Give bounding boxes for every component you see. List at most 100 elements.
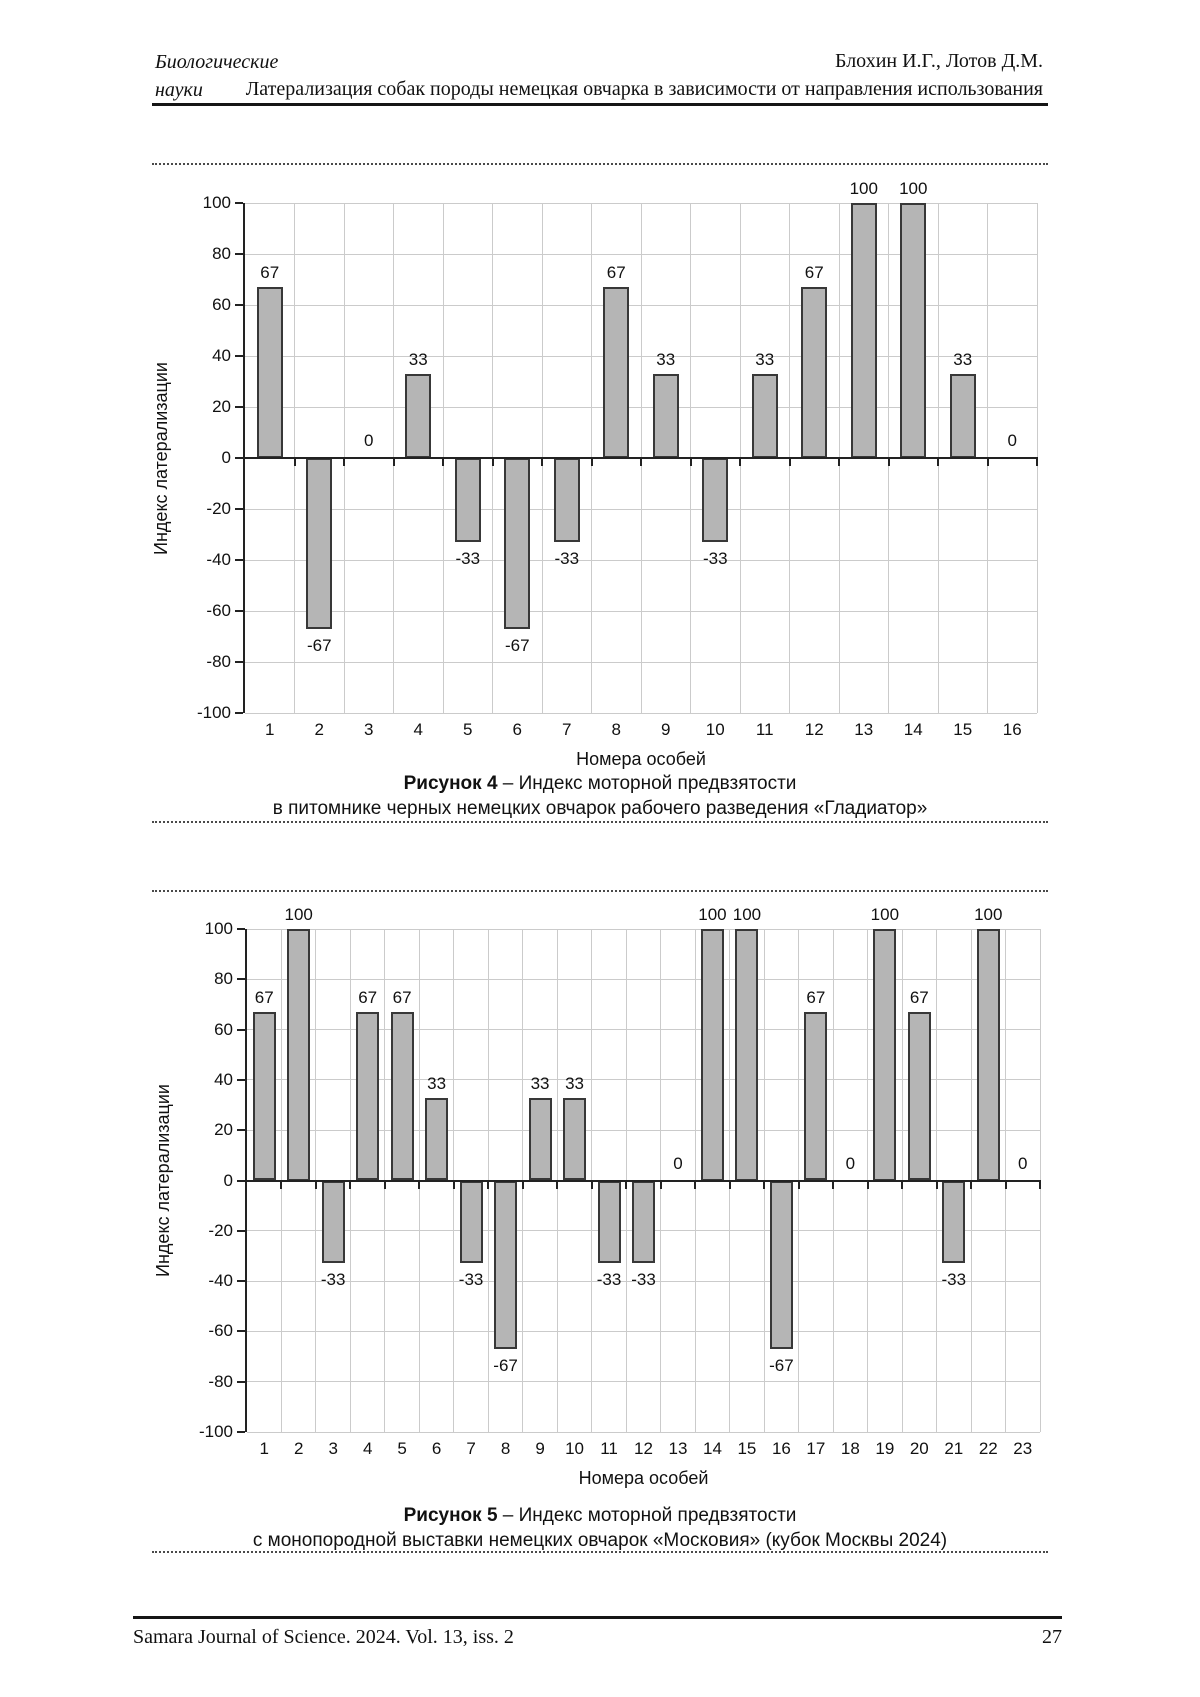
zero-axis-tick [491,457,494,466]
x-tick-label: 2 [314,720,324,739]
bar-value-label: 0 [1007,431,1017,450]
y-axis-title: Индекс латерализации [149,203,173,713]
bar-value-label: 33 [427,1073,447,1093]
y-axis-title-text: Индекс латерализации [150,361,171,555]
y-tick-label: 100 [204,919,233,938]
zero-axis-line [247,1179,1040,1182]
gridline [247,1431,1040,1433]
x-axis-title: Номера особей [576,749,706,769]
bar-individual-12 [801,287,828,458]
gridline [247,1280,1040,1282]
bar-value-label: 67 [392,987,412,1007]
x-tick-label: 14 [702,1439,722,1458]
bar-individual-7 [553,458,580,543]
header-rule [152,103,1048,106]
section-rubric: Биологические науки [155,48,278,104]
zero-axis-tick [970,1179,973,1189]
y-axis-tick [237,1330,245,1333]
gridline [247,1381,1040,1383]
y-axis-tick [237,1229,245,1232]
y-axis-tick [235,406,243,408]
zero-axis-tick [1039,1179,1041,1189]
bar-value-label: 33 [953,349,973,369]
bar-individual-6 [504,458,531,629]
bar-value-label: 67 [254,987,274,1007]
zero-axis-tick [418,1179,421,1189]
bar-individual-4 [356,1011,380,1181]
bar-value-label: 67 [606,263,626,283]
gridline [247,978,1040,980]
bar-value-label: -33 [702,549,728,569]
x-tick-label: 18 [840,1439,860,1458]
zero-axis-tick [521,1179,524,1189]
bar-value-label: 33 [530,1073,550,1093]
bar-individual-1 [252,1011,276,1181]
bar-value-label: 67 [806,987,826,1007]
bar-individual-7 [459,1180,483,1264]
bar-value-label: 0 [364,431,374,450]
dotted-separator [152,163,1048,165]
zero-axis-tick [625,1179,628,1189]
footer-journal-line: Samara Journal of Science. 2024. Vol. 13… [133,1626,514,1648]
y-axis-tick [237,1380,245,1383]
y-axis-tick [235,508,243,510]
x-tick-label: 8 [611,720,621,739]
bar-individual-8 [494,1180,518,1349]
y-axis-tick [235,661,243,663]
x-axis-title: Номера особей [578,1468,709,1488]
bar-value-label: 100 [849,179,878,198]
zero-axis-tick [541,457,543,466]
bar-value-label: 33 [408,349,428,369]
zero-axis-tick [739,457,741,466]
figure-4-bar-chart: -100 -80 -60 -40 -20 0 20 40 60 80 100 67 1 -67 2 0 3 33 4… [151,179,1038,769]
x-tick-label: 4 [362,1439,373,1458]
zero-axis-tick [763,1179,766,1189]
authors: Блохин И.Г., Лотов Д.М. [834,50,1043,72]
x-tick-label: 13 [854,720,874,739]
zero-axis-tick [640,457,642,466]
y-axis-tick [235,610,243,612]
bar-individual-2 [287,929,311,1181]
bar-individual-15 [735,929,759,1181]
x-tick-label: 2 [293,1439,304,1458]
gridline [247,1330,1040,1332]
bar-individual-10 [563,1097,587,1181]
zero-axis-tick [986,457,989,466]
bar-individual-22 [976,929,1000,1181]
bar-value-label: 67 [358,987,378,1007]
gridline [247,1129,1040,1131]
x-tick-label: 23 [1013,1439,1033,1458]
y-tick-label: -20 [206,499,231,518]
x-tick-label: 17 [806,1439,826,1458]
dotted-separator [152,890,1048,892]
zero-axis-tick [392,457,395,466]
zero-axis-tick [901,1179,904,1189]
y-axis-line [245,929,247,1432]
y-tick-label: 20 [214,1120,233,1140]
bar-value-label: -67 [493,1356,518,1375]
figure-4-label: Рисунок 4 [403,773,498,794]
y-axis-title: Индекс латерализации [151,929,175,1432]
article-title: Латерализация собак породы немецкая овча… [245,78,1043,100]
bar-individual-21 [942,1180,966,1264]
bar-individual-1 [256,287,283,458]
y-axis-title-text: Индекс латерализации [152,1084,173,1277]
bar-value-label: 0 [845,1153,856,1173]
zero-axis-tick [659,1179,662,1189]
zero-axis-tick [293,457,296,466]
x-tick-label: 5 [463,720,473,739]
bar-value-label: 100 [698,905,727,924]
zero-axis-tick [590,457,593,466]
x-tick-label: 21 [944,1439,964,1458]
x-tick-label: 12 [634,1439,653,1458]
y-tick-label: 60 [212,295,231,314]
y-tick-label: -60 [208,1321,233,1341]
figure-5-caption-line2: с монопородной выставки немецких овчарок… [252,1530,948,1551]
bar-individual-13 [850,203,877,458]
zero-axis-tick [832,1179,835,1189]
bar-individual-20 [907,1011,931,1181]
zero-axis-tick [442,457,444,466]
bar-value-label: 33 [565,1073,584,1093]
x-tick-label: 6 [512,720,522,739]
x-tick-label: 8 [500,1439,511,1458]
